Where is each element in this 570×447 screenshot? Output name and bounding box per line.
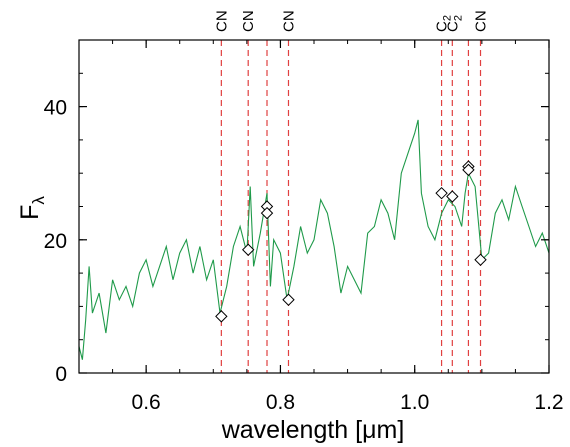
y-axis-label-main: F (16, 205, 44, 220)
diamond-marker (215, 310, 228, 323)
plot-frame (78, 39, 550, 374)
y-tick-label: 0 (55, 363, 67, 386)
y-tick-label: 20 (44, 230, 67, 253)
spectral-line-label: CN (213, 10, 230, 32)
spectral-line-label: CN (240, 10, 257, 32)
x-tick-label: 0.6 (132, 391, 161, 414)
diamond-marker (446, 190, 459, 203)
y-axis-ticks: 0 20 40 (44, 39, 549, 386)
diamond-marker (241, 243, 255, 256)
x-axis-label: wavelength [μm] (221, 416, 405, 444)
spectral-line-label: CN (280, 10, 297, 32)
svg-text:Fλ: Fλ (16, 196, 48, 220)
spectral-line-markers (220, 40, 482, 373)
spectral-line-label: C2 (444, 15, 464, 32)
diamond-marker (282, 293, 295, 306)
y-axis-label-sub: λ (29, 196, 48, 205)
diamond-marker (260, 206, 274, 220)
spectrum-series-line (78, 119, 550, 360)
x-axis-ticks: 0.6 0.8 1.0 1.2 (78, 40, 564, 414)
diamond-marker (474, 253, 487, 266)
spectral-line-label: CN (473, 10, 490, 32)
y-axis-label: Fλ (16, 196, 48, 220)
x-tick-label: 0.8 (266, 391, 295, 414)
diamond-markers (215, 160, 487, 323)
x-tick-label: 1.2 (534, 391, 563, 414)
diamond-marker (435, 186, 448, 200)
spectral-line-label: C2 (434, 15, 454, 32)
diamond-marker (462, 163, 475, 177)
x-tick-label: 1.0 (400, 391, 429, 414)
y-tick-label: 40 (44, 97, 67, 120)
